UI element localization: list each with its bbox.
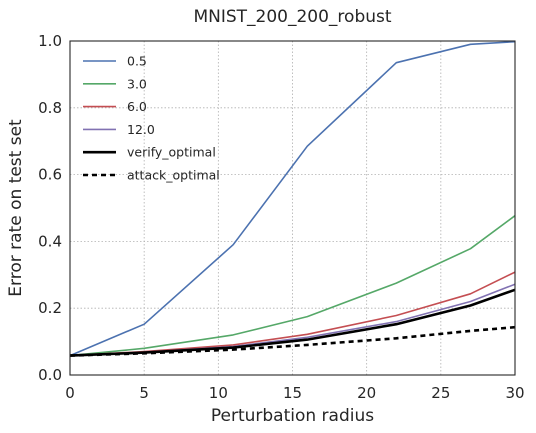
series-line-3-0 [69,215,516,357]
series-line-attack-optimal [69,325,516,357]
x-tick-label: 25 [431,384,450,402]
y-tick-label: 0.8 [38,99,62,117]
legend-label: 12.0 [127,122,155,137]
legend-label: 0.5 [127,54,147,69]
legend-label: 6.0 [127,99,147,114]
x-tick-label: 10 [209,384,228,402]
y-tick-label: 0.4 [38,232,62,250]
plot-frame [69,40,516,376]
x-tick-label: 5 [139,384,149,402]
series-line-0-5 [69,40,516,357]
legend-label: 3.0 [127,76,147,91]
y-tick-label: 0.6 [38,166,62,184]
x-axis-label: Perturbation radius [211,406,374,426]
series-layer [69,40,516,357]
x-tick-label: 15 [283,384,302,402]
y-axis-label: Error rate on test set [6,119,26,297]
legend-label: attack_optimal [127,168,220,183]
x-tick-label: 30 [505,384,524,402]
legend: 0.5 3.0 6.0 12.0 verify_optimal attack_optima… [83,54,220,183]
tick-labels: 0 5 10 15 20 25 30 0.0 0.2 0.4 0.6 0.8 1.0 [38,32,524,402]
x-tick-label: 0 [65,384,75,402]
y-tick-label: 1.0 [38,32,62,50]
y-tick-label: 0.0 [38,366,62,384]
x-tick-label: 20 [357,384,376,402]
legend-label: verify_optimal [127,145,216,160]
y-tick-label: 0.2 [38,299,62,317]
chart-title: MNIST_200_200_robust [193,7,391,27]
